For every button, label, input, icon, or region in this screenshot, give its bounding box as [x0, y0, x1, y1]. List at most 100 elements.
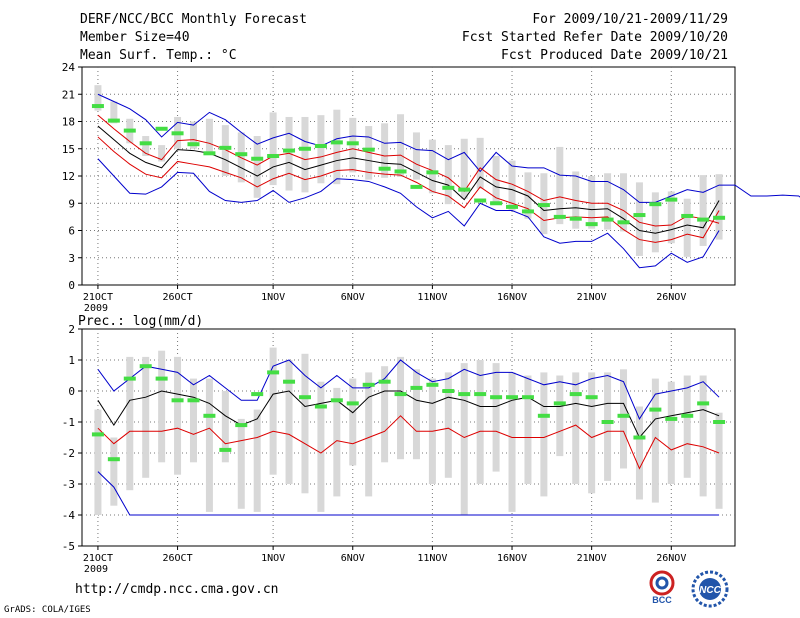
spread-box [126, 356, 134, 491]
x-tick-label: 11NOV [417, 553, 447, 564]
climatology-marker [139, 364, 152, 369]
spread-box [540, 372, 548, 497]
x-tick-label: 1NOV [261, 292, 285, 303]
climatology-marker [187, 398, 200, 403]
climatology-marker [649, 202, 662, 207]
variable-label: Mean Surf. Temp.: °C [80, 48, 237, 63]
y-tick-label: 9 [68, 197, 75, 210]
climatology-marker [585, 395, 598, 400]
climatology-marker [330, 140, 343, 145]
panel-subtitle: Prec.: log(mm/d) [78, 314, 203, 329]
climatology-marker [283, 148, 296, 153]
spread-box [428, 139, 436, 194]
climatology-marker [91, 104, 104, 109]
climatology-marker [697, 217, 710, 222]
climatology-marker [633, 213, 646, 218]
climatology-marker [649, 407, 662, 412]
climatology-marker [235, 423, 248, 428]
climatology-marker [537, 203, 550, 208]
spread-box [221, 391, 229, 463]
series-line-mean [97, 125, 720, 234]
spread-box [620, 173, 628, 232]
spread-box [667, 191, 675, 244]
climatology-marker [585, 222, 598, 227]
climatology-marker [91, 432, 104, 437]
spread-box [381, 123, 389, 178]
spread-box [572, 372, 580, 484]
climatology-marker [665, 416, 678, 421]
y-tick-label: -5 [62, 540, 75, 553]
x-tick-label: 26NOV [656, 553, 686, 564]
climatology-marker [665, 197, 678, 202]
climatology-marker [681, 213, 694, 218]
climatology-marker [251, 392, 264, 397]
spread-box [174, 356, 182, 475]
climatology-marker [187, 142, 200, 147]
spread-box [381, 366, 389, 463]
bcc-logo-text: BCC [652, 595, 672, 605]
climatology-marker [155, 126, 168, 131]
forecast-period: For 2009/10/21-2009/11/29 [532, 12, 728, 27]
x-tick-label: 16NOV [497, 292, 527, 303]
climatology-marker [553, 401, 566, 406]
climatology-marker [283, 379, 296, 384]
spread-box [412, 369, 420, 460]
climatology-marker [251, 156, 264, 161]
y-tick-label: 0 [68, 279, 75, 292]
climatology-marker [490, 395, 503, 400]
climatology-marker [426, 170, 439, 175]
spread-box [444, 145, 452, 205]
spread-box [476, 360, 484, 484]
climatology-marker [458, 187, 471, 192]
spread-box [94, 85, 102, 111]
series-line-min [97, 158, 720, 269]
climatology-marker [298, 395, 311, 400]
spread-box [285, 360, 293, 484]
x-tick-label: 16NOV [497, 553, 527, 564]
spread-box [221, 125, 229, 176]
spread-box [94, 409, 102, 515]
climatology-marker [298, 146, 311, 151]
started-date: Fcst Started Refer Date 2009/10/20 [461, 30, 728, 45]
y-tick-label: -2 [62, 447, 75, 460]
climatology-marker [267, 370, 280, 375]
climatology-marker [601, 420, 614, 424]
member-size: Member Size=40 [80, 30, 190, 45]
x-tick-label: 26NOV [656, 292, 686, 303]
spread-box [444, 372, 452, 478]
x-tick-label: 26OCT [163, 553, 193, 564]
source-url[interactable]: http://cmdp.ncc.cma.gov.cn [75, 582, 279, 597]
x-tick-label: 1NOV [261, 553, 285, 564]
plot-frame [81, 328, 736, 547]
spread-box [333, 387, 341, 497]
climatology-marker [474, 198, 487, 203]
x-tick-label: 26OCT [163, 292, 193, 303]
climatology-marker [107, 457, 120, 462]
spread-box [683, 198, 691, 257]
climatology-marker [314, 404, 327, 409]
x-tick-year: 2009 [84, 564, 108, 575]
spread-box [492, 363, 500, 472]
climatology-marker [521, 209, 534, 214]
x-tick-label: 6NOV [341, 292, 365, 303]
y-tick-label: 18 [62, 116, 75, 129]
climatology-marker [442, 185, 455, 190]
x-tick-label: 6NOV [341, 553, 365, 564]
spread-box [349, 378, 357, 466]
spread-box [189, 378, 197, 463]
spread-box [110, 101, 118, 124]
spread-box [301, 116, 309, 193]
spread-box [476, 137, 484, 189]
spread-box [397, 114, 405, 177]
spread-box [588, 176, 596, 229]
spread-box [158, 145, 166, 162]
series-line-lower [97, 415, 720, 470]
y-tick-label: -4 [62, 509, 76, 522]
spread-box [635, 182, 643, 256]
climatology-marker [378, 166, 391, 171]
y-tick-label: 1 [68, 354, 75, 367]
climatology-marker [362, 382, 375, 387]
spread-box [110, 437, 118, 506]
